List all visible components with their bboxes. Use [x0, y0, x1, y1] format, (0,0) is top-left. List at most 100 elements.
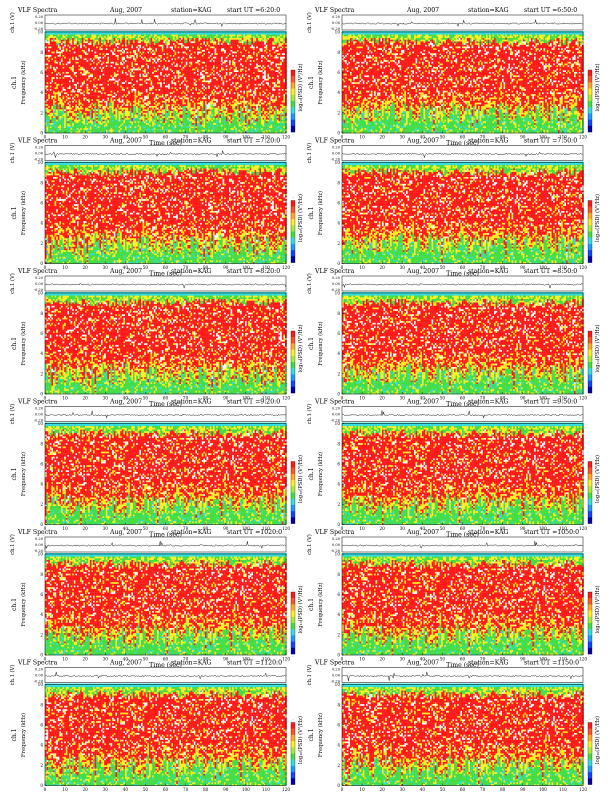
- spectrogram-cell: [48, 50, 50, 52]
- spectrogram-cell: [47, 60, 49, 62]
- spectrogram-cell: [48, 126, 50, 128]
- spectrogram-cell: [45, 104, 47, 106]
- spectrogram-cell: [53, 82, 55, 84]
- spectrogram-cell: [56, 57, 58, 59]
- spectrogram-cell: [59, 130, 61, 132]
- spectrogram-cell: [48, 89, 50, 91]
- spectrogram-cell: [55, 46, 57, 48]
- spectrogram-cell: [51, 38, 53, 40]
- spectrogram-cell: [55, 63, 57, 65]
- spectrogram-cell: [47, 46, 49, 48]
- spectrogram-cell: [45, 63, 47, 65]
- spectrogram-cell: [58, 57, 60, 59]
- spectrogram-cell: [56, 128, 58, 130]
- spectrogram-cell: [48, 96, 50, 98]
- spectrogram-cell: [45, 106, 47, 108]
- spectrogram-cell: [53, 80, 55, 82]
- spectrogram-cell: [59, 104, 61, 106]
- spectrogram-cell: [55, 106, 57, 108]
- spectrogram-cell: [45, 45, 47, 47]
- spectrogram-cell: [45, 65, 47, 67]
- spectrogram-cell: [56, 68, 58, 70]
- spectrogram-cell: [53, 58, 55, 60]
- spectrogram-cell: [55, 41, 57, 43]
- spectrogram-cell: [51, 89, 53, 91]
- spectrogram-cell: [48, 48, 50, 50]
- spectrogram-cell: [51, 65, 53, 67]
- spectrogram-cell: [45, 57, 47, 59]
- spectrogram-cell: [51, 92, 53, 94]
- spectrogram-cell: [47, 62, 49, 64]
- spectrogram-cell: [51, 82, 53, 84]
- spectrogram-cell: [45, 114, 47, 116]
- spectrogram-cell: [55, 91, 57, 93]
- spectrogram-cell: [45, 109, 47, 111]
- spectrogram-cell: [58, 51, 60, 53]
- spectrogram-cell: [50, 55, 52, 57]
- spectrogram-cell: [51, 51, 53, 53]
- spectrogram-cell: [58, 43, 60, 45]
- spectrogram-cell: [56, 119, 58, 121]
- spectrogram-cell: [45, 87, 47, 89]
- spectrogram-cell: [47, 53, 49, 55]
- spectrogram-cell: [45, 82, 47, 84]
- spectrogram-cell: [50, 53, 52, 55]
- spectrogram-cell: [55, 70, 57, 72]
- spectrogram-cell: [51, 55, 53, 57]
- spectrogram-cell: [47, 96, 49, 98]
- spectrogram-cell: [53, 92, 55, 94]
- spectrogram-cell: [51, 87, 53, 89]
- spectrogram-cell: [55, 126, 57, 128]
- spectrogram-cell: [48, 99, 50, 101]
- spectrogram-cell: [45, 33, 47, 35]
- spectrogram-cell: [53, 55, 55, 57]
- spectrogram-cell: [53, 104, 55, 106]
- spectrogram-cell: [58, 116, 60, 118]
- spectrogram-cell: [51, 101, 53, 103]
- spectrogram-cell: [45, 72, 47, 74]
- ch-axis-label: ch.1 (V): [9, 12, 16, 33]
- vlf-spectra-sheet: VLF Spectra Aug, 2007 station=KAG start UT …: [0, 0, 612, 792]
- spectrogram-cell: [56, 72, 58, 74]
- spectrogram-cell: [50, 111, 52, 113]
- spectrogram-cell: [48, 118, 50, 120]
- spectrogram-cell: [45, 130, 47, 132]
- spectrogram-cell: [53, 94, 55, 96]
- spectrogram-cell: [55, 75, 57, 77]
- spectrogram-cell: [51, 94, 53, 96]
- spectrogram-cell: [47, 58, 49, 60]
- spectrogram-cell: [53, 36, 55, 38]
- spectrogram-cell: [53, 118, 55, 120]
- spectrogram-cell: [51, 125, 53, 127]
- spectrogram-cell: [55, 104, 57, 106]
- spectrogram-cell: [55, 119, 57, 121]
- spectrogram-cell: [48, 62, 50, 64]
- spectrogram-cell: [48, 33, 50, 35]
- spectrogram-cell: [53, 91, 55, 93]
- spectrogram-cell: [53, 72, 55, 74]
- spectrogram-cell: [45, 80, 47, 82]
- spectrogram-cell: [47, 82, 49, 84]
- spectrogram-cell: [45, 126, 47, 128]
- spectrogram-cell: [45, 102, 47, 104]
- spectrogram-cell: [58, 53, 60, 55]
- spectrogram-cell: [53, 48, 55, 50]
- spectrogram-cell: [50, 57, 52, 59]
- spectrogram-cell: [56, 70, 58, 72]
- spectrogram-cell: [50, 63, 52, 65]
- spectrogram-cell: [55, 82, 57, 84]
- spectrogram-cell: [50, 106, 52, 108]
- spectrogram-cell: [59, 113, 61, 115]
- spectrogram-cell: [55, 53, 57, 55]
- spectrogram-cell: [53, 119, 55, 121]
- spectrogram-cell: [50, 60, 52, 62]
- spectrogram-cell: [48, 77, 50, 79]
- spectrogram-cell: [58, 46, 60, 48]
- spectrogram-cell: [50, 108, 52, 110]
- spectrogram-cell: [53, 97, 55, 99]
- spectrogram-cell: [59, 109, 61, 111]
- spectrogram-cell: [53, 114, 55, 116]
- spectrogram-cell: [47, 116, 49, 118]
- spectrogram-cell: [56, 121, 58, 123]
- spectrogram-cell: [53, 63, 55, 65]
